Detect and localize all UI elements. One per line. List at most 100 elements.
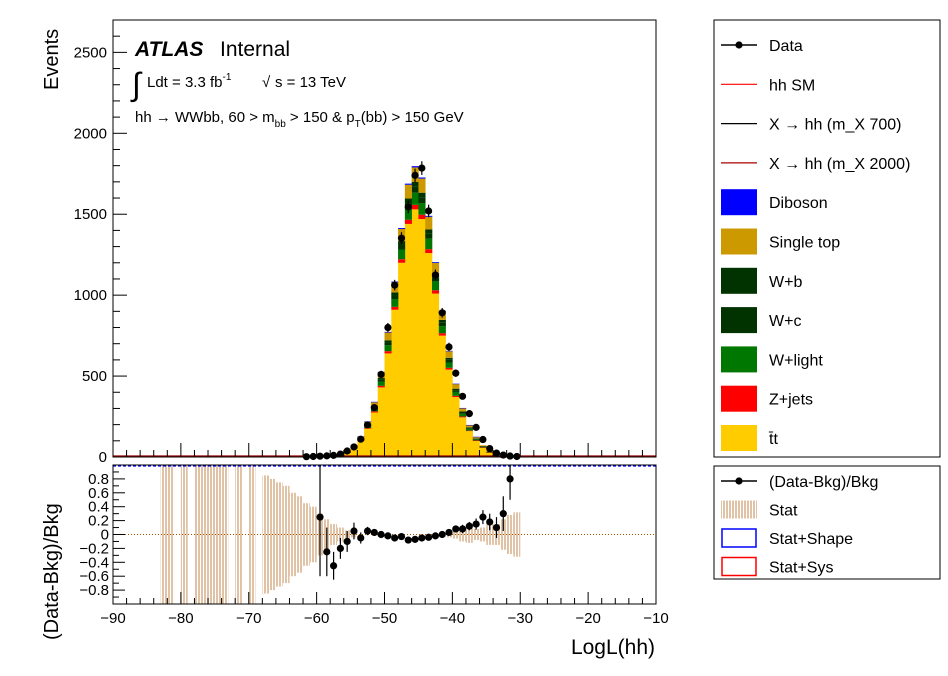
bar-zjets xyxy=(411,204,419,210)
bar-wlight xyxy=(472,439,480,441)
bar-zjets xyxy=(377,385,385,388)
ratio-point xyxy=(431,532,440,540)
legend-entry-diboson: Diboson xyxy=(721,189,828,216)
legend-label: W+light xyxy=(769,352,823,369)
data-point xyxy=(438,309,446,317)
stat-band-bin xyxy=(303,503,310,566)
legend-entry-hh_sm: hh SM xyxy=(721,77,815,94)
ratio-point xyxy=(370,528,378,537)
legend-entry-wc: W+c xyxy=(721,307,801,334)
ratio-point xyxy=(438,530,446,539)
legend-color-swatch xyxy=(721,189,757,216)
data-point xyxy=(499,451,507,459)
data-point xyxy=(343,447,351,455)
main-plot-frame xyxy=(112,19,657,458)
ratio-point xyxy=(486,518,494,526)
data-point xyxy=(370,404,378,412)
x-tick-label: −90 xyxy=(100,610,125,627)
ratio-point xyxy=(499,510,507,518)
status-label: Internal xyxy=(220,38,290,61)
bar-zjets xyxy=(472,440,480,441)
bar-ttbar xyxy=(472,440,480,457)
bar-diboson xyxy=(472,436,480,438)
ratio-point xyxy=(492,523,501,532)
legend-label: (Data-Bkg)/Bkg xyxy=(769,474,878,491)
ratio-point xyxy=(411,535,419,543)
bar-zjets xyxy=(404,219,412,224)
legend-ratio-box xyxy=(713,465,941,580)
bar-zjets xyxy=(465,430,474,432)
bar-ttbar xyxy=(445,369,453,457)
data-point xyxy=(377,370,385,379)
legend-label: Data xyxy=(769,38,803,55)
bar-wc xyxy=(438,322,446,327)
bar-diboson xyxy=(418,177,426,179)
data-point xyxy=(506,452,514,460)
bar-diboson xyxy=(370,401,379,403)
ratio-point xyxy=(472,520,480,528)
legend-label: Stat xyxy=(769,503,798,520)
ratio-point xyxy=(404,536,412,544)
ratio-axes: −0.8−0.6−0.4−0.200.20.40.60.8 −90 −80 −70 −6… xyxy=(79,471,668,627)
bar-wlight xyxy=(465,428,474,431)
bar-wb xyxy=(411,182,419,187)
bar-ttbar xyxy=(404,223,412,457)
x-axis-label: LogL(hh) xyxy=(571,636,655,659)
bar-zjets xyxy=(479,447,487,448)
y-tick-label: 1500 xyxy=(74,206,107,223)
data-point xyxy=(384,323,392,332)
bar-zjets xyxy=(438,333,446,336)
bar-diboson xyxy=(404,183,412,185)
y-tick-label: 2000 xyxy=(74,125,107,142)
bar-ttbar xyxy=(398,262,406,457)
ratio-y-tick-label: −0.4 xyxy=(79,554,109,571)
ratio-point xyxy=(465,522,473,530)
bar-wb xyxy=(391,292,399,296)
bar-zjets xyxy=(459,416,467,418)
stat-band-bin xyxy=(486,524,494,545)
bar-singletop xyxy=(418,178,426,193)
ratio-point xyxy=(329,562,338,570)
bar-wc xyxy=(459,412,467,414)
bar-ttbar xyxy=(432,293,440,457)
legend-label: Stat+Sys xyxy=(769,560,833,577)
y-tick-label: 0 xyxy=(99,449,107,466)
bar-singletop xyxy=(465,425,474,428)
legend-label: Stat+Shape xyxy=(769,531,853,548)
ratio-point xyxy=(458,525,467,533)
data-point xyxy=(458,392,467,400)
legend-color-swatch xyxy=(721,425,757,451)
bar-wb xyxy=(438,319,446,323)
legend-color-swatch xyxy=(721,346,757,373)
data-point xyxy=(329,451,338,459)
bar-singletop xyxy=(445,351,453,358)
bar-ttbar xyxy=(391,309,399,457)
legend-label: t̄t xyxy=(768,431,778,448)
stat-band-bin xyxy=(262,475,270,594)
y-tick-label: 1000 xyxy=(74,287,107,304)
data-point xyxy=(418,164,426,172)
main-axes: 0 500 1000 1500 2000 2500 xyxy=(74,19,657,466)
bar-diboson xyxy=(411,166,419,168)
bar-wc xyxy=(398,244,406,250)
bar-ttbar xyxy=(377,387,385,457)
legend-entry-zjets: Z+jets xyxy=(721,385,813,412)
legend-color-swatch xyxy=(721,307,757,334)
bar-wc xyxy=(479,446,487,447)
bar-wc xyxy=(425,233,433,239)
legend-label: Z+jets xyxy=(769,392,813,409)
x-tick-label: −20 xyxy=(575,610,600,627)
bar-ttbar xyxy=(486,452,494,457)
stat-band-bin xyxy=(459,527,466,542)
legend-entry-singletop: Single top xyxy=(721,228,840,255)
x-tick-label: −30 xyxy=(508,610,533,627)
x-tick-label: −40 xyxy=(440,610,465,627)
legend-ratio: (Data-Bkg)/Bkg Stat Stat+Shape Stat+Sys xyxy=(713,465,941,580)
ratio-point xyxy=(391,534,399,542)
data-point xyxy=(492,449,501,457)
ratio-point xyxy=(425,533,433,541)
data-point xyxy=(363,421,372,429)
data-point xyxy=(404,203,412,211)
bar-wb xyxy=(459,411,467,413)
